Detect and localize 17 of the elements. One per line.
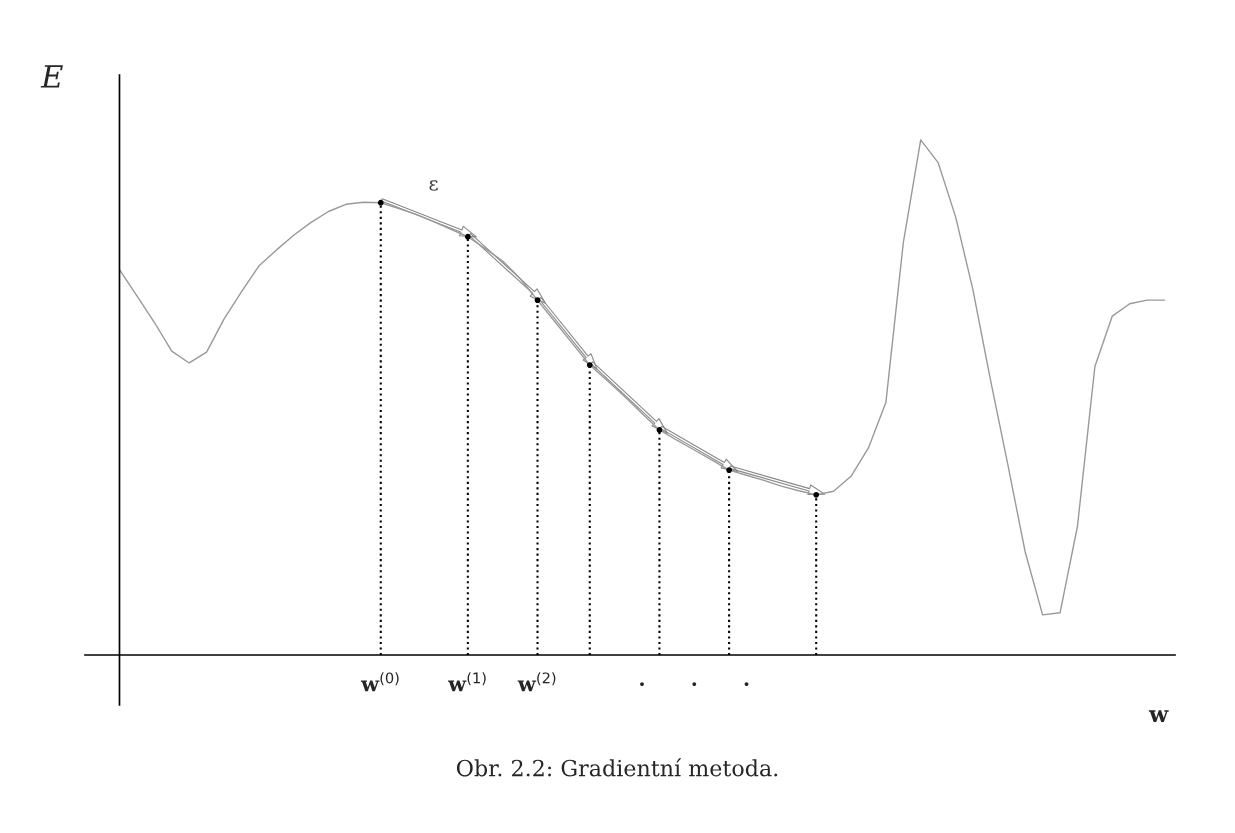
x-tick-label: w$^{(1)}$ <box>447 672 486 692</box>
text: Obr. 2.2: Gradientní metoda. <box>456 758 778 777</box>
point <box>586 362 593 368</box>
x-tick-label: · <box>640 682 644 687</box>
point <box>377 199 384 206</box>
x-tick-label: · <box>744 682 749 687</box>
point <box>813 491 820 498</box>
annotation: ε <box>429 180 438 191</box>
x-axis-title: w <box>1148 710 1169 722</box>
point <box>656 427 663 433</box>
point <box>726 467 732 473</box>
point <box>464 233 471 240</box>
x-tick-label: w$^{(2)}$ <box>517 672 556 692</box>
point <box>534 297 541 304</box>
x-tick-label: w$^{(0)}$ <box>360 672 399 692</box>
x-tick-label: · <box>692 682 697 687</box>
y-axis-title: E <box>40 65 63 88</box>
